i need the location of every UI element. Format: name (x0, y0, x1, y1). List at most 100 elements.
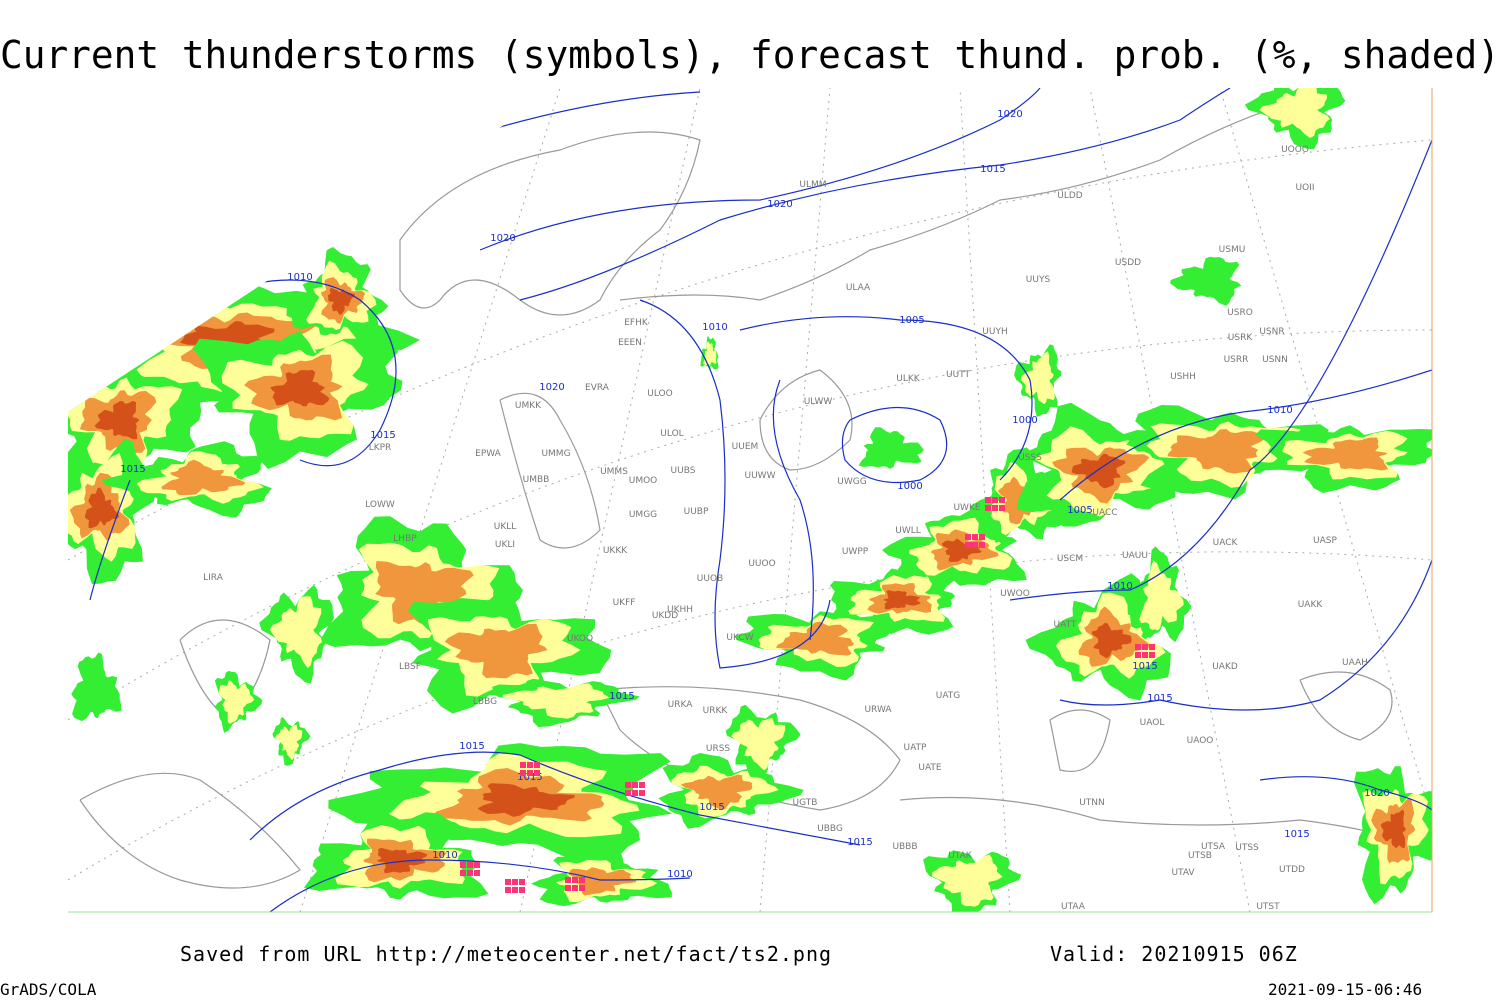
storm-area (161, 459, 246, 496)
storm-area (1167, 429, 1268, 474)
isobar-label: 1015 (699, 802, 724, 813)
station-label: UAOL (1140, 718, 1165, 728)
storm-symbol (512, 879, 518, 885)
storm-area (569, 867, 637, 896)
station-label: USSS (1018, 453, 1042, 463)
station-label: UUBP (684, 507, 709, 517)
storm-symbol (527, 770, 533, 776)
station-label: EFHK (624, 318, 649, 328)
valid-time: Valid: 20210915 06Z (1050, 942, 1298, 966)
storm-symbol (992, 505, 998, 511)
storm-symbol (579, 877, 585, 883)
storm-symbol (572, 877, 578, 883)
storm-area (858, 427, 924, 469)
isobar-label: 1005 (1067, 505, 1092, 516)
storm-symbol (979, 542, 985, 548)
station-label: UUOO (748, 559, 775, 569)
storm-symbol (520, 770, 526, 776)
station-label: EPWA (475, 449, 502, 459)
storm-symbol (527, 762, 533, 768)
storm-symbol (467, 870, 473, 876)
station-label: UBBB (892, 842, 917, 852)
storm-symbol (999, 497, 1005, 503)
storm-symbol (625, 782, 631, 788)
station-label: UMMG (541, 449, 570, 459)
storm-area (71, 652, 122, 722)
station-label: UTSA (1201, 842, 1226, 852)
station-label: UATP (904, 743, 928, 753)
storm-symbol (520, 762, 526, 768)
isobar-label: 1015 (1132, 661, 1157, 672)
storm-area (776, 621, 855, 656)
isobar-label: 1010 (702, 322, 727, 333)
station-label: UATG (936, 691, 961, 701)
station-label: ULWW (804, 397, 833, 407)
coastlines (79, 99, 1432, 889)
storm-symbol (992, 497, 998, 503)
isobar-label: 1015 (1284, 829, 1309, 840)
station-label: UKLL (494, 522, 517, 532)
station-label: LIRA (203, 573, 224, 583)
isobar-label: 1020 (490, 233, 515, 244)
station-label: UMGG (629, 510, 657, 520)
station-label: UATT (1054, 620, 1077, 630)
storm-symbol (625, 790, 631, 796)
station-label: LBSF (399, 662, 421, 672)
storm-symbol (639, 790, 645, 796)
isobar-label: 1015 (609, 691, 634, 702)
storm-symbol (972, 534, 978, 540)
storm-symbol (534, 770, 540, 776)
station-label: UWKE (953, 503, 980, 513)
storm-symbol (519, 887, 525, 893)
storm-area (941, 538, 982, 562)
isobar-label: 1010 (432, 850, 457, 861)
station-label: LHBP (393, 534, 417, 544)
storm-symbol (999, 505, 1005, 511)
isobar-label: 1015 (459, 741, 484, 752)
storm-symbol (632, 782, 638, 788)
storm-symbol (632, 790, 638, 796)
software: GrADS/COLA (0, 980, 97, 999)
storm-area (84, 487, 120, 529)
station-label: UKLI (495, 540, 515, 550)
storm-area (444, 623, 548, 679)
station-label: USNN (1262, 355, 1288, 365)
storm-symbol (979, 534, 985, 540)
station-label: LBBG (473, 697, 497, 707)
storm-symbol (1142, 644, 1148, 650)
storm-area (270, 369, 330, 407)
storm-symbol (474, 870, 480, 876)
station-label: UTST (1256, 902, 1280, 912)
storm-area (1091, 623, 1132, 659)
isobar-label: 1020 (767, 199, 792, 210)
station-label: ULOL (660, 429, 683, 439)
station-label: UAKD (1212, 662, 1238, 672)
storm-area (328, 287, 355, 315)
storm-area (502, 683, 610, 719)
station-label: UKDD (652, 611, 678, 621)
storm-area (932, 854, 1003, 907)
isobar-label: 1015 (370, 430, 395, 441)
station-label: UUBS (671, 466, 696, 476)
isobar-label: 1015 (517, 772, 542, 783)
storm-symbol (519, 879, 525, 885)
isobar-labels: 1010 1015 1015 1020 1020 1020 1020 1015 1010 1005… (120, 109, 1389, 880)
station-label: UWPP (842, 547, 869, 557)
isobar-label: 1015 (847, 837, 872, 848)
isobar-label: 1000 (897, 481, 922, 492)
station-label: UASP (1313, 536, 1337, 546)
map-area: 1010 1015 1015 1020 1020 1020 1020 1015 1010 1005… (68, 88, 1432, 912)
storm-symbol (965, 542, 971, 548)
station-label: USHH (1170, 372, 1196, 382)
station-label: UAKK (1298, 600, 1324, 610)
station-label: UTAV (1171, 868, 1195, 878)
station-label: UWOO (1000, 589, 1030, 599)
station-label: UKFF (613, 598, 636, 608)
storm-symbol (505, 879, 511, 885)
storm-area (1020, 351, 1055, 405)
storm-area (218, 680, 255, 724)
storm-symbol (985, 497, 991, 503)
storm-symbol (639, 782, 645, 788)
station-label: UMOO (629, 476, 658, 486)
